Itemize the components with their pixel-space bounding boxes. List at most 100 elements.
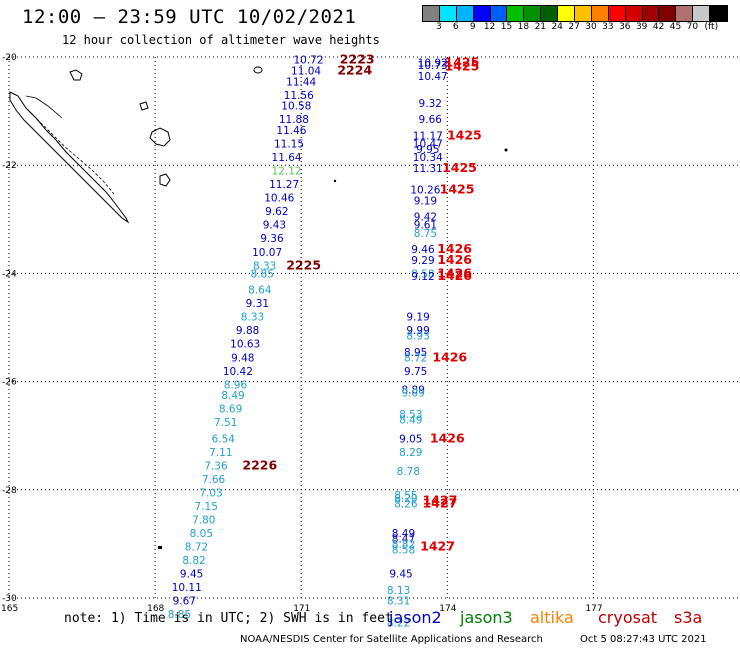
colorbar-swatch bbox=[659, 6, 677, 21]
colorbar-label: 9 bbox=[469, 22, 476, 32]
pass-time-label: 1427 bbox=[420, 539, 455, 554]
lon-tick-label: 165 bbox=[1, 604, 18, 614]
coastline-inner bbox=[29, 111, 115, 195]
colorbar-swatch bbox=[439, 6, 457, 21]
wave-height-value: 10.42 bbox=[223, 366, 253, 378]
lat-tick-label: -24 bbox=[2, 269, 17, 279]
wave-height-value: 10.58 bbox=[281, 101, 311, 113]
wave-height-value: 7.15 bbox=[195, 501, 218, 513]
lat-tick-label: -28 bbox=[2, 486, 17, 496]
pass-time-label: 2223 bbox=[340, 52, 375, 67]
wave-height-value: 8.72 bbox=[404, 352, 427, 364]
wave-height-value: 8.96 bbox=[224, 379, 248, 391]
colorbar-swatch bbox=[710, 6, 728, 21]
loyalty-island-mare bbox=[159, 173, 171, 187]
wave-height-value: 7.36 bbox=[204, 460, 228, 472]
wave-height-value: 11.88 bbox=[279, 114, 309, 126]
wave-height-value: 9.05 bbox=[399, 433, 422, 445]
wave-height-value: 9.09 bbox=[402, 387, 425, 399]
wave-height-value: 9.42 bbox=[414, 212, 437, 224]
wave-height-value: 10.07 bbox=[252, 247, 282, 259]
reef-line bbox=[25, 95, 63, 119]
wave-height-value: 8.89 bbox=[402, 385, 425, 397]
wave-height-value: 9.99 bbox=[406, 325, 429, 337]
wave-height-value: 8.85 bbox=[251, 268, 274, 280]
hunter-island bbox=[504, 148, 508, 152]
colorbar-label: 12 bbox=[483, 22, 496, 32]
legend-jason3: jason3 bbox=[460, 608, 513, 627]
lon-tick-label: 177 bbox=[585, 604, 602, 614]
colorbar-label: 70 bbox=[686, 22, 699, 32]
loyalty-island-lifou bbox=[149, 127, 171, 147]
coastline bbox=[9, 66, 508, 549]
wave-height-value: 8.05 bbox=[190, 528, 213, 540]
wave-height-value: 7.51 bbox=[214, 417, 237, 429]
colorbar-label: 21 bbox=[534, 22, 547, 32]
lon-tick-label: 168 bbox=[147, 604, 164, 614]
wave-height-value: 8.26 bbox=[394, 498, 418, 510]
northern-islands bbox=[69, 69, 83, 81]
colorbar-swatch bbox=[676, 6, 694, 21]
wave-height-value: 8.82 bbox=[392, 539, 415, 551]
lat-tick-label: -22 bbox=[2, 161, 17, 171]
wave-height-value: 9.67 bbox=[173, 596, 196, 608]
new-caledonia-coastline bbox=[9, 91, 130, 224]
colorbar-swatch bbox=[693, 6, 711, 21]
legend-jason2: jason2 bbox=[389, 608, 442, 627]
pass-time-label: 1427 bbox=[423, 493, 458, 508]
colorbar-swatch bbox=[608, 6, 626, 21]
legend-s3a: s3a bbox=[674, 608, 703, 627]
colorbar-label: 45 bbox=[669, 22, 682, 32]
wave-height-value: 8.55 bbox=[394, 490, 417, 502]
colorbar-swatch bbox=[473, 6, 491, 21]
wave-height-value: 9.31 bbox=[246, 298, 269, 310]
wave-height-value: 9.46 bbox=[411, 244, 435, 256]
wave-height-value: 11.17 bbox=[413, 130, 443, 142]
pass-time-label: 1426 bbox=[437, 252, 472, 267]
wave-height-value: 11.64 bbox=[272, 152, 302, 164]
wave-height-value: 11.27 bbox=[269, 179, 299, 191]
wave-height-value: 10.11 bbox=[172, 582, 202, 594]
wave-height-value: 8.93 bbox=[406, 331, 429, 343]
lat-tick-label: -30 bbox=[2, 594, 17, 604]
wave-height-value: 10.34 bbox=[413, 152, 443, 164]
pass-time-label: 2226 bbox=[242, 457, 277, 472]
lat-tick-label: -20 bbox=[2, 53, 17, 63]
wave-height-value: 8.49 bbox=[392, 528, 415, 540]
colorbar-label: 27 bbox=[568, 22, 580, 32]
legend-cryosat: cryosat bbox=[598, 608, 658, 627]
wave-height-value: 10.26 bbox=[410, 185, 440, 197]
colorbar-swatch bbox=[541, 6, 559, 21]
colorbar-label: (ft) bbox=[704, 22, 719, 32]
legend-altika: altika bbox=[530, 608, 574, 627]
wave-height-value: 8.20 bbox=[394, 493, 417, 505]
wave-height-value: 11.44 bbox=[286, 76, 316, 88]
wave-height-value: 11.15 bbox=[274, 139, 304, 151]
wave-height-value: 8.78 bbox=[397, 466, 420, 478]
wave-height-value: 8.72 bbox=[185, 542, 208, 554]
lon-tick-label: 174 bbox=[439, 604, 456, 614]
pass-time-label: 1426 bbox=[432, 349, 467, 364]
pass-time-label: 1425 bbox=[440, 182, 475, 197]
wave-height-value: 9.62 bbox=[265, 206, 288, 218]
wave-height-value: 9.61 bbox=[414, 220, 437, 232]
wave-height-value: 9.66 bbox=[419, 114, 443, 126]
wave-height-value: 7.11 bbox=[209, 447, 232, 459]
map-title: 12:00 – 23:59 UTC 10/02/2021 bbox=[22, 6, 357, 28]
wave-height-value: 10.47 bbox=[413, 139, 443, 151]
wave-height-value: 9.32 bbox=[419, 98, 442, 110]
wave-height-value: 11.46 bbox=[276, 125, 306, 137]
norfolk-island-mark bbox=[158, 546, 162, 549]
pass-time-label: 1425 bbox=[442, 160, 477, 175]
lon-tick-label: 171 bbox=[293, 604, 310, 614]
wave-height-value: 8.49 bbox=[399, 414, 422, 426]
wave-height-value: 8.75 bbox=[414, 228, 437, 240]
loyalty-island-ouvea bbox=[139, 101, 149, 111]
wave-height-value: 10.73 bbox=[418, 60, 448, 72]
pass-time-label: 1427 bbox=[423, 495, 458, 510]
wave-height-value: 11.31 bbox=[413, 163, 443, 175]
wave-height-value: 10.92 bbox=[418, 57, 448, 69]
wave-height-value: 8.95 bbox=[404, 347, 427, 359]
wave-height-value: 11.04 bbox=[291, 66, 321, 78]
